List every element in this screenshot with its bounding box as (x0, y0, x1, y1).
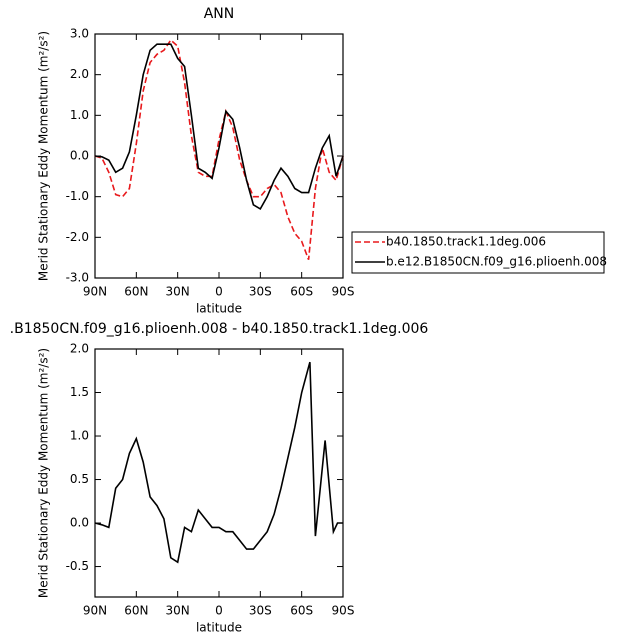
x-tick-label: 90S (332, 285, 355, 299)
chart-title: ANN (204, 6, 235, 22)
y-tick-label: 1.0 (70, 108, 89, 122)
x-tick-label: 0 (215, 285, 223, 299)
y-tick-label: 2.0 (70, 67, 89, 81)
data-line (94, 38, 344, 260)
y-axis-label: Merid Stationary Eddy Momentum (m²/s²) (37, 31, 51, 281)
chart-title: .B1850CN.f09_g16.plioenh.008 - b40.1850.… (10, 321, 429, 337)
x-tick-label: 60N (124, 285, 148, 299)
y-tick-label: 1.5 (70, 385, 89, 399)
legend-box (351, 231, 605, 274)
y-tick-label: 2.0 (70, 342, 89, 356)
data-line (94, 43, 344, 211)
legend-label: b40.1850.track1.1deg.006 (386, 235, 546, 249)
x-tick-label: 90S (332, 604, 355, 618)
plot-frame (94, 348, 344, 598)
y-tick-label: 0.0 (70, 516, 89, 530)
x-axis-label: latitude (196, 621, 242, 635)
y-tick-label: -1.0 (66, 189, 89, 203)
x-tick-label: 90N (83, 285, 107, 299)
x-tick-label: 30N (166, 285, 190, 299)
y-tick-label: 3.0 (70, 27, 89, 41)
x-tick-label: 30N (166, 604, 190, 618)
x-tick-label: 60S (290, 285, 313, 299)
data-line (94, 361, 343, 564)
x-tick-label: 60S (290, 604, 313, 618)
y-tick-label: -2.0 (66, 230, 89, 244)
y-tick-label: 0.5 (70, 472, 89, 486)
legend-label: b.e12.B1850CN.f09_g16.plioenh.008 (386, 255, 607, 269)
y-tick-label: -0.5 (66, 559, 89, 573)
x-tick-label: 30S (249, 604, 272, 618)
x-tick-label: 60N (124, 604, 148, 618)
y-tick-label: -3.0 (66, 271, 89, 285)
plot-frame (94, 33, 344, 279)
x-axis-label: latitude (196, 302, 242, 316)
y-tick-label: 1.0 (70, 429, 89, 443)
x-tick-label: 0 (215, 604, 223, 618)
y-tick-label: 0.0 (70, 149, 89, 163)
x-tick-label: 30S (249, 285, 272, 299)
y-axis-label: Merid Stationary Eddy Momentum (m²/s²) (37, 348, 51, 598)
x-tick-label: 90N (83, 604, 107, 618)
